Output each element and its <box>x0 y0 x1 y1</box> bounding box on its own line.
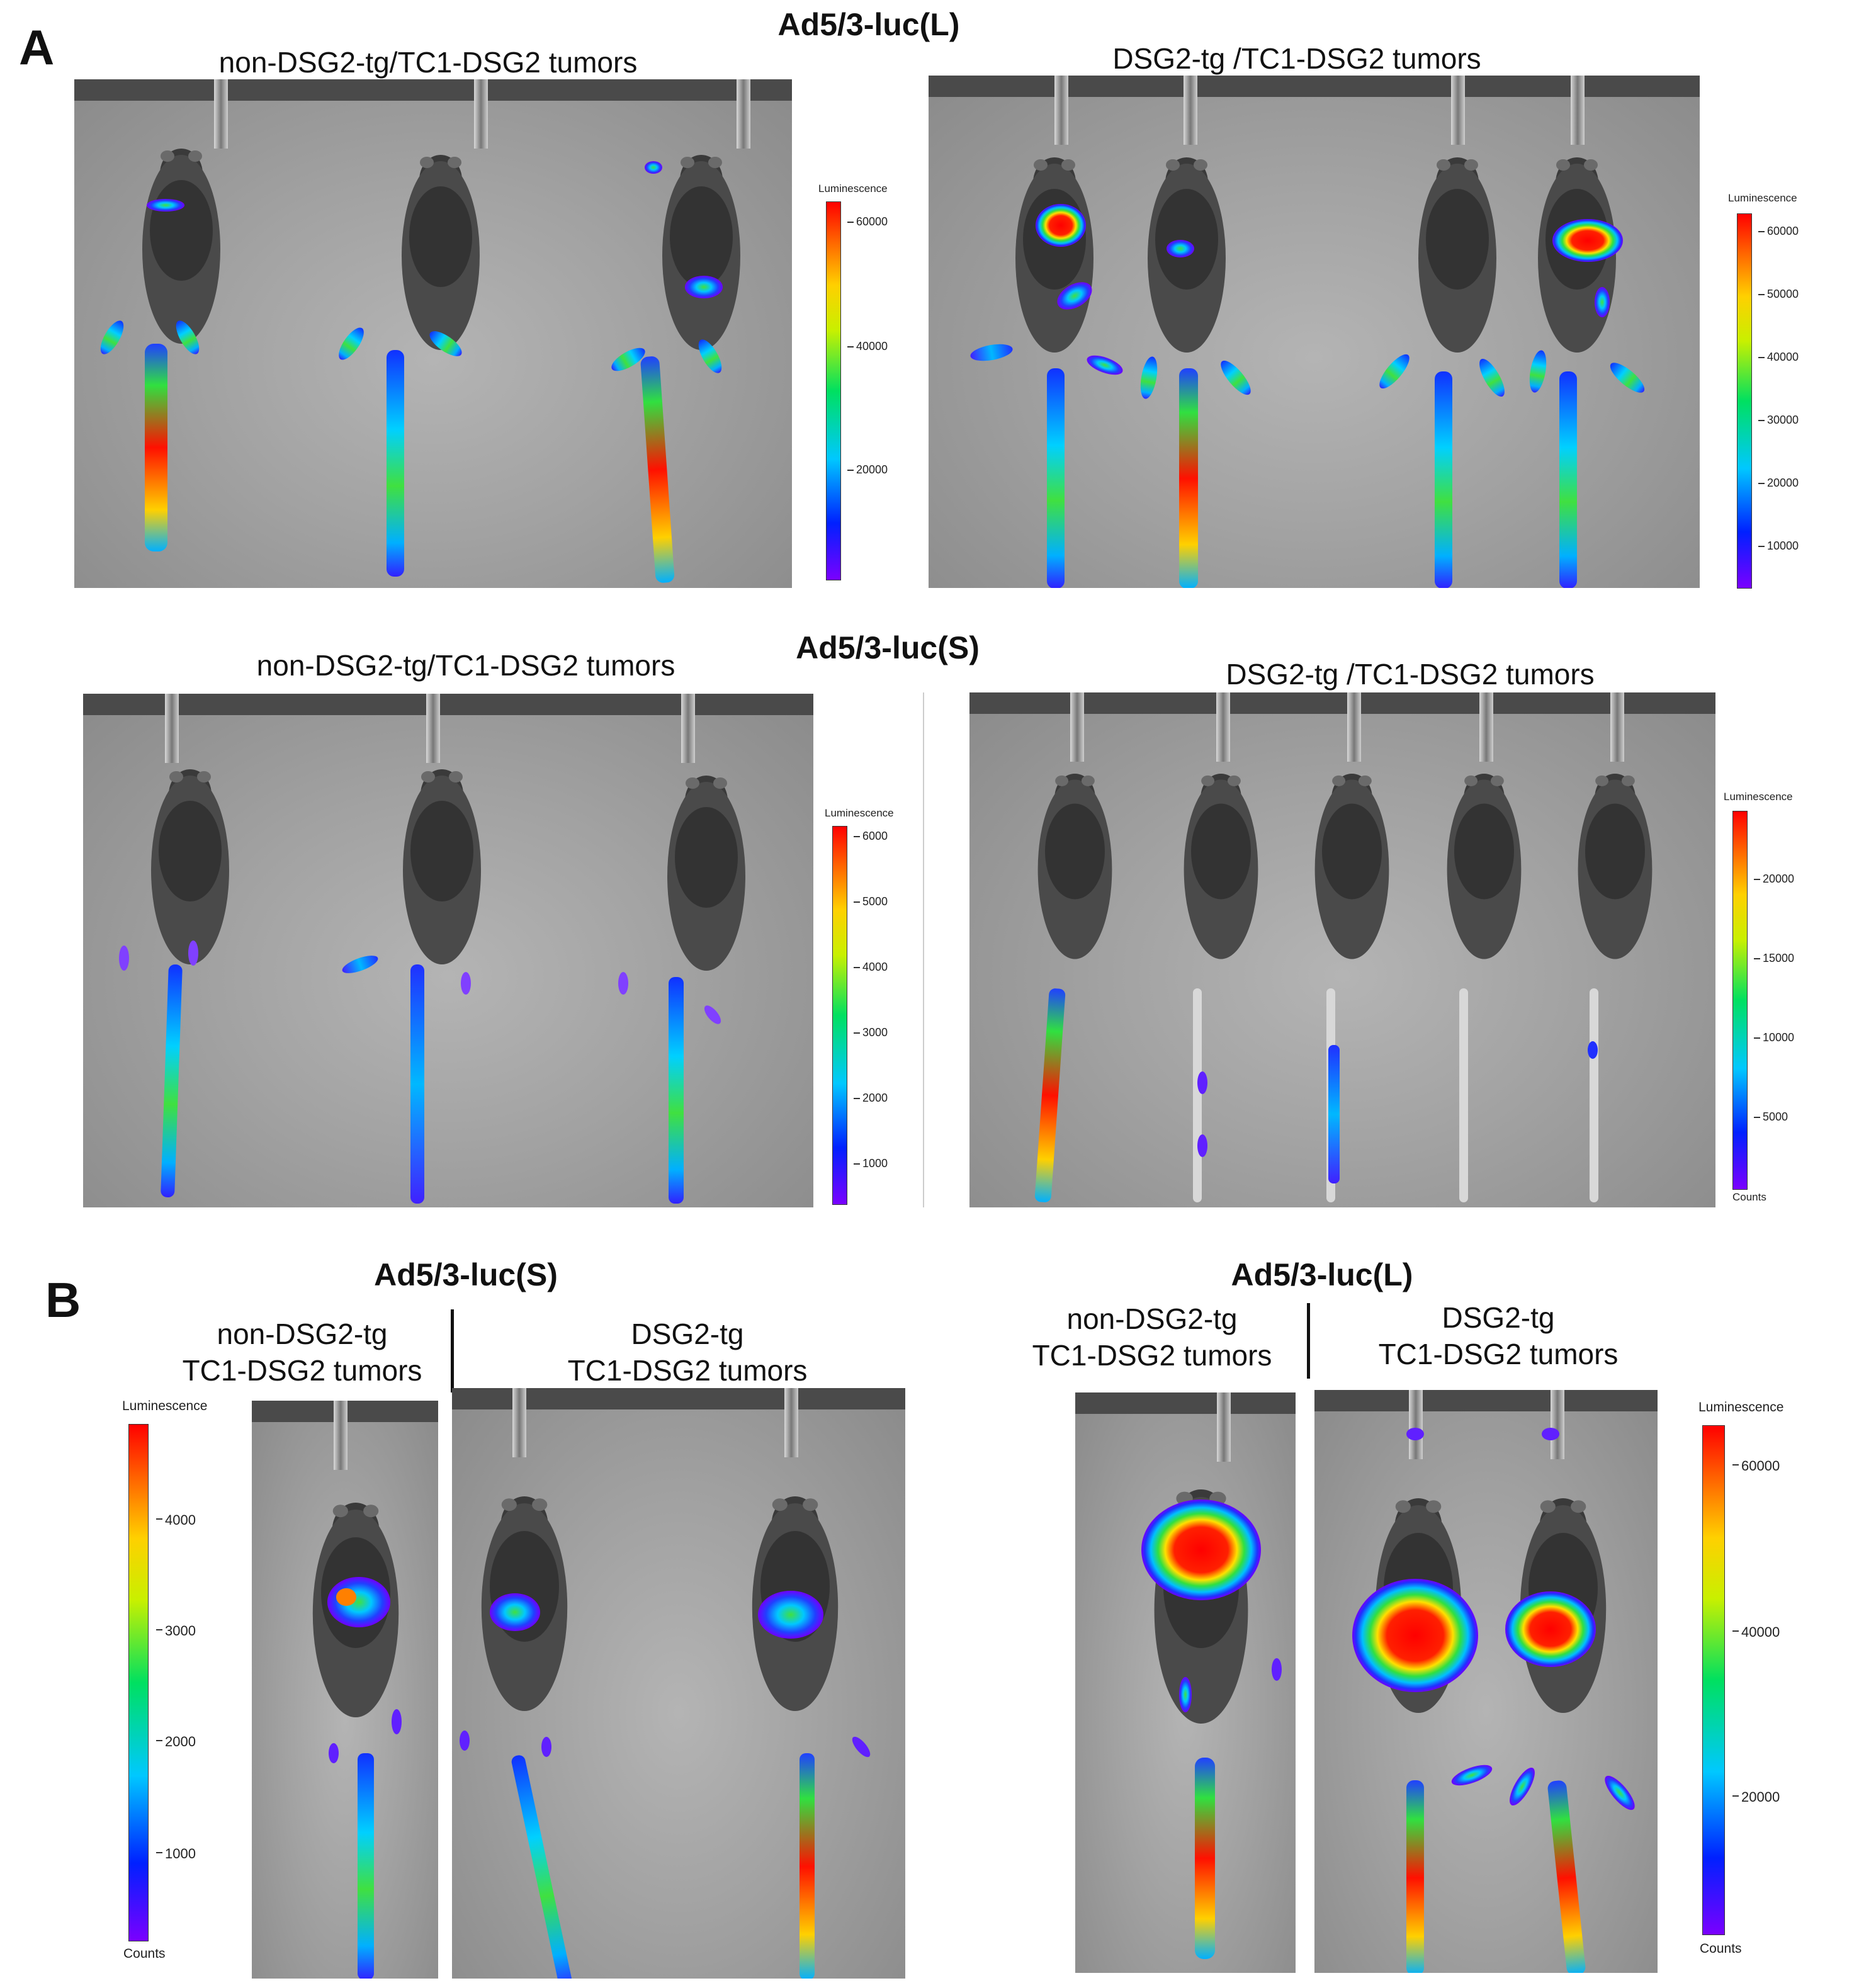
panel-a-top-right-photo <box>929 76 1700 588</box>
scale-tick: 4000 <box>156 1512 196 1528</box>
panel-b-right-group1-label: non-DSG2-tg TC1-DSG2 tumors <box>1001 1301 1303 1374</box>
panel-b-right-photo-1 <box>1075 1392 1296 1973</box>
scale-tick: 5000 <box>853 895 888 908</box>
scale-tick: 3000 <box>853 1026 888 1039</box>
scale-title: Luminescence <box>1698 1400 1784 1415</box>
scale-tick: 1000 <box>853 1157 888 1170</box>
scale-tick: 10000 <box>1758 539 1799 552</box>
scale-tick: 60000 <box>1732 1458 1780 1474</box>
group-label-line: TC1-DSG2 tumors <box>182 1354 422 1387</box>
panel-b-right-scale: Luminescence 60000 40000 20000 Counts <box>1693 1400 1819 1967</box>
scale-tick: 5000 <box>1753 1110 1788 1123</box>
scale-tick: 15000 <box>1753 952 1795 964</box>
panel-a-bottom-right-scale: Luminescence 20000 15000 10000 5000 Coun… <box>1724 791 1799 1206</box>
scale-counts-label: Counts <box>1732 1191 1766 1203</box>
scale-title: Luminescence <box>1728 192 1797 204</box>
panel-b-right-title: Ad5/3-luc(L) <box>1231 1257 1413 1292</box>
scale-tick: 40000 <box>847 340 888 353</box>
panel-b-left-photo-2 <box>452 1388 905 1979</box>
panel-b-letter: B <box>45 1272 81 1328</box>
scale-tick: 30000 <box>1758 414 1799 426</box>
panel-a-top-right-label: DSG2-tg /TC1-DSG2 tumors <box>1112 42 1481 75</box>
panel-b-left-title: Ad5/3-luc(S) <box>374 1257 558 1292</box>
panel-b-right-group2-label: DSG2-tg TC1-DSG2 tumors <box>1341 1299 1656 1372</box>
panel-a-bottom-title: Ad5/3-luc(S) <box>796 630 980 665</box>
scale-tick: 20000 <box>1753 873 1795 885</box>
scale-tick: 2000 <box>853 1092 888 1104</box>
panel-a-top-right-scale: Luminescence 60000 50000 40000 30000 200… <box>1728 192 1804 595</box>
panel-a-top-left-label: non-DSG2-tg/TC1-DSG2 tumors <box>218 46 638 79</box>
panel-a-bottom-left-label: non-DSG2-tg/TC1-DSG2 tumors <box>256 649 675 682</box>
scale-counts-label: Counts <box>1700 1941 1742 1956</box>
panel-a-top-left-scale: Luminescence 60000 40000 20000 <box>818 183 888 585</box>
group-label-line: TC1-DSG2 tumors <box>567 1354 808 1387</box>
scale-tick: 60000 <box>1758 225 1799 237</box>
panel-a-bottom-left-photo <box>83 694 813 1207</box>
panel-a-bottom-left-scale: Luminescence 6000 5000 4000 3000 2000 10… <box>825 807 894 1210</box>
group-label-line: TC1-DSG2 tumors <box>1378 1338 1619 1370</box>
scale-tick: 40000 <box>1732 1624 1780 1640</box>
group-label-line: DSG2-tg <box>1442 1301 1555 1334</box>
scale-title: Luminescence <box>818 183 888 195</box>
panel-a-bottom-right-photo <box>969 692 1715 1207</box>
scale-tick: 6000 <box>853 830 888 842</box>
scale-tick: 50000 <box>1758 288 1799 300</box>
scale-tick: 3000 <box>156 1623 196 1639</box>
scale-tick: 10000 <box>1753 1031 1795 1044</box>
panel-b-left-group2-label: DSG2-tg TC1-DSG2 tumors <box>530 1316 845 1389</box>
scale-tick: 40000 <box>1758 351 1799 363</box>
scale-counts-label: Counts <box>123 1946 166 1961</box>
scale-tick: 20000 <box>847 463 888 476</box>
scale-tick: 4000 <box>853 961 888 973</box>
scale-tick: 60000 <box>847 215 888 228</box>
panel-a-top-left-photo <box>74 79 792 588</box>
scale-title: Luminescence <box>122 1399 208 1413</box>
group-label-line: non-DSG2-tg <box>217 1318 388 1350</box>
panel-a-letter: A <box>19 20 55 75</box>
scale-title: Luminescence <box>825 807 894 819</box>
scale-tick: 1000 <box>156 1846 196 1861</box>
panel-b-left-scale: Luminescence 4000 3000 2000 1000 Counts <box>120 1399 227 1965</box>
scale-title: Luminescence <box>1724 791 1793 803</box>
scale-tick: 2000 <box>156 1734 196 1749</box>
panel-b-left-group1-label: non-DSG2-tg TC1-DSG2 tumors <box>151 1316 453 1389</box>
scale-tick: 20000 <box>1732 1789 1780 1805</box>
panel-b-right-photo-2 <box>1314 1390 1658 1973</box>
scale-tick: 20000 <box>1758 477 1799 489</box>
panel-a-top-title: Ad5/3-luc(L) <box>777 7 960 42</box>
group-label-line: DSG2-tg <box>631 1318 744 1350</box>
group-label-line: TC1-DSG2 tumors <box>1032 1339 1272 1372</box>
group-label-line: non-DSG2-tg <box>1066 1302 1238 1335</box>
panel-a-bottom-right-label: DSG2-tg /TC1-DSG2 tumors <box>1226 658 1595 691</box>
panel-b-left-photo-1 <box>252 1401 438 1979</box>
